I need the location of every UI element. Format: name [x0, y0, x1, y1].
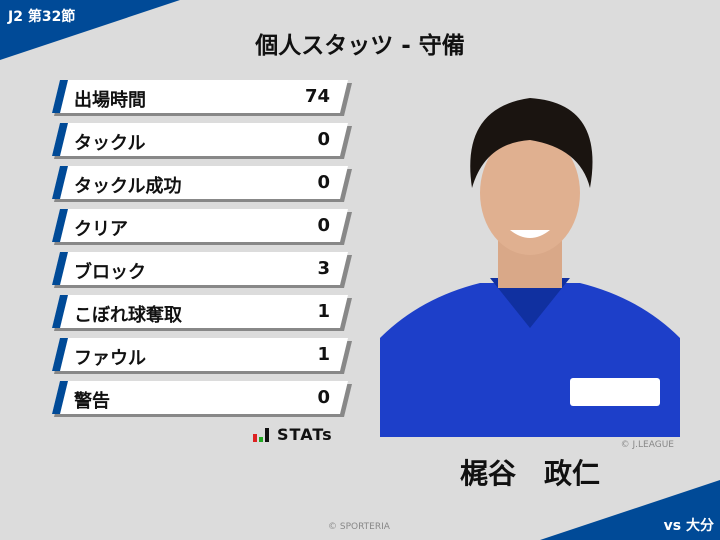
- stat-label: タックル: [74, 133, 146, 154]
- stat-row-background: [52, 252, 352, 288]
- stat-value: 0: [317, 129, 330, 150]
- player-name: 梶谷 政仁: [459, 457, 600, 490]
- stat-row-background: [52, 123, 352, 159]
- stat-value: 0: [317, 172, 330, 193]
- stat-value: 0: [317, 387, 330, 408]
- copyright: © SPORTERIA: [328, 522, 390, 532]
- photo-credit: © J.LEAGUE: [620, 440, 674, 450]
- stat-value: 1: [317, 344, 330, 365]
- stat-row-background: [52, 166, 352, 202]
- stats-provider: STATs: [277, 425, 333, 444]
- stat-value: 0: [317, 215, 330, 236]
- stat-row: クリア 0: [52, 209, 352, 245]
- stat-label: ブロック: [74, 262, 146, 283]
- page-title: 個人スタッツ - 守備: [255, 33, 465, 59]
- stat-value: 1: [317, 301, 330, 322]
- stat-row-background: [52, 338, 352, 374]
- stats-logo: STATs: [253, 425, 333, 444]
- stat-label: こぼれ球奪取: [74, 305, 182, 326]
- stat-row-background: [52, 295, 352, 331]
- stat-row: こぼれ球奪取 1: [52, 295, 352, 331]
- stat-row: 警告 0: [52, 381, 352, 417]
- stat-label: クリア: [74, 219, 128, 240]
- stat-row: タックル 0: [52, 123, 352, 159]
- stats-bars-icon: [253, 427, 269, 442]
- stat-label: 出場時間: [74, 90, 146, 111]
- stat-label: 警告: [74, 391, 110, 412]
- stat-value: 3: [317, 258, 330, 279]
- stat-label: タックル成功: [74, 176, 182, 197]
- stat-row-background: [52, 80, 352, 116]
- stat-row: 出場時間 74: [52, 80, 352, 116]
- round-label: J2 第32節: [8, 9, 76, 25]
- stat-row: タックル成功 0: [52, 166, 352, 202]
- stat-value: 74: [304, 86, 330, 107]
- stat-row-background: [52, 381, 352, 417]
- stat-label: ファウル: [74, 348, 146, 369]
- opponent-label: vs 大分: [663, 518, 714, 534]
- stat-row: ブロック 3: [52, 252, 352, 288]
- stat-row: ファウル 1: [52, 338, 352, 374]
- stat-row-background: [52, 209, 352, 245]
- player-photo: [380, 78, 680, 437]
